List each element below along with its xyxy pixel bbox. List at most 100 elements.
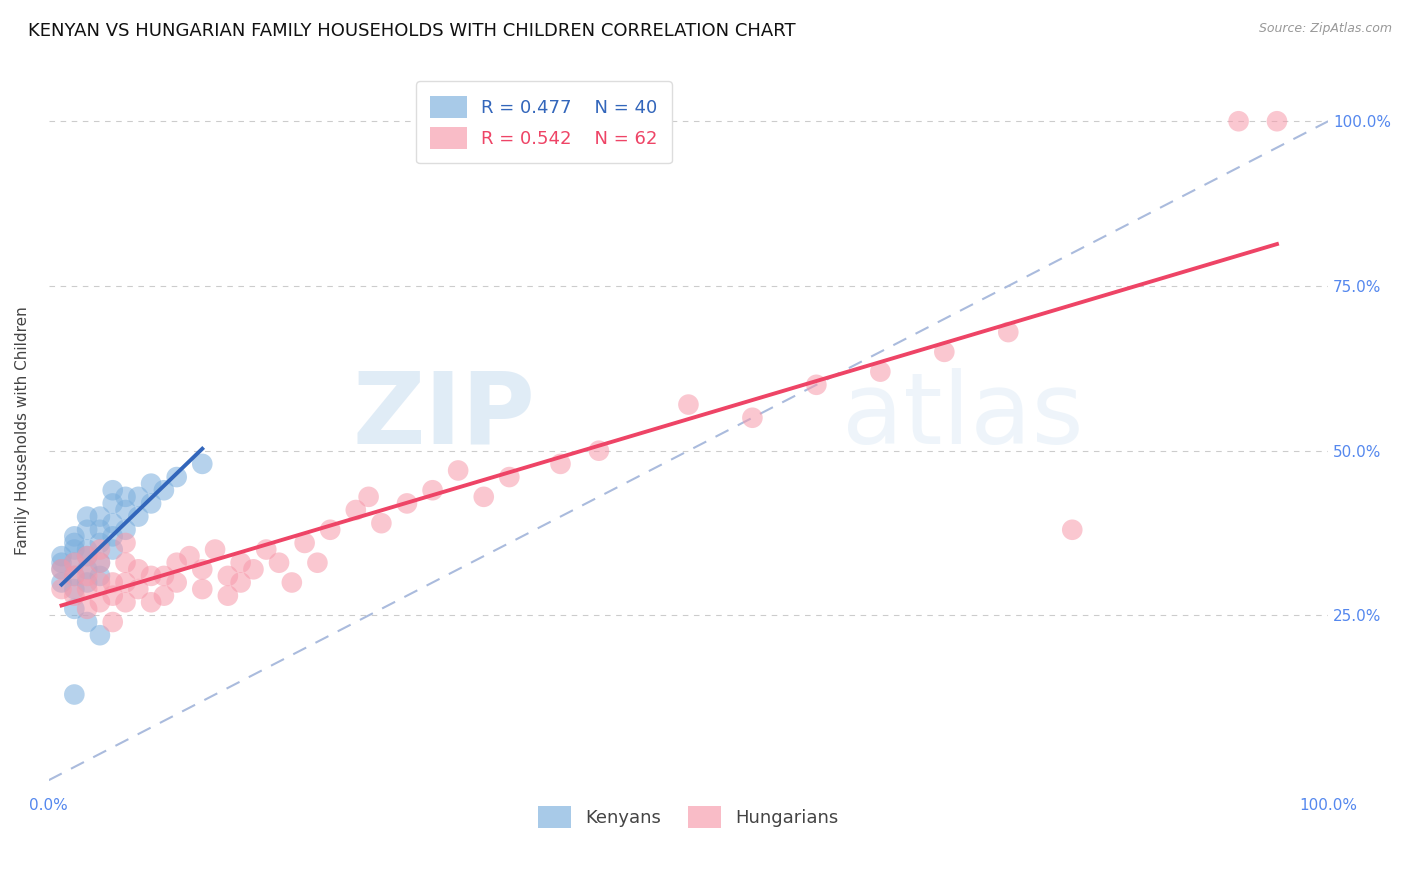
Point bbox=[89, 595, 111, 609]
Point bbox=[869, 365, 891, 379]
Point bbox=[447, 463, 470, 477]
Point bbox=[741, 410, 763, 425]
Point bbox=[101, 589, 124, 603]
Point bbox=[89, 523, 111, 537]
Point bbox=[127, 562, 149, 576]
Point bbox=[101, 615, 124, 629]
Point bbox=[139, 476, 162, 491]
Point bbox=[217, 589, 239, 603]
Point bbox=[51, 582, 73, 596]
Point bbox=[166, 575, 188, 590]
Point bbox=[588, 443, 610, 458]
Point bbox=[191, 457, 214, 471]
Point bbox=[63, 556, 86, 570]
Point bbox=[63, 569, 86, 583]
Point bbox=[63, 529, 86, 543]
Point bbox=[114, 556, 136, 570]
Point bbox=[114, 595, 136, 609]
Point bbox=[76, 523, 98, 537]
Point bbox=[76, 562, 98, 576]
Point bbox=[472, 490, 495, 504]
Point bbox=[114, 536, 136, 550]
Point bbox=[139, 595, 162, 609]
Point bbox=[550, 457, 572, 471]
Point bbox=[63, 536, 86, 550]
Point bbox=[63, 542, 86, 557]
Point bbox=[63, 582, 86, 596]
Point bbox=[89, 575, 111, 590]
Point bbox=[63, 589, 86, 603]
Point bbox=[191, 562, 214, 576]
Point bbox=[153, 483, 176, 498]
Text: atlas: atlas bbox=[842, 368, 1084, 465]
Point bbox=[76, 569, 98, 583]
Point bbox=[101, 575, 124, 590]
Point bbox=[89, 509, 111, 524]
Point bbox=[51, 556, 73, 570]
Point bbox=[498, 470, 520, 484]
Point bbox=[76, 602, 98, 616]
Point bbox=[89, 569, 111, 583]
Point bbox=[166, 470, 188, 484]
Point bbox=[678, 398, 700, 412]
Point bbox=[114, 523, 136, 537]
Point bbox=[934, 344, 956, 359]
Text: ZIP: ZIP bbox=[352, 368, 534, 465]
Point bbox=[139, 496, 162, 510]
Point bbox=[89, 628, 111, 642]
Point bbox=[422, 483, 444, 498]
Point bbox=[229, 575, 252, 590]
Point bbox=[51, 575, 73, 590]
Point bbox=[242, 562, 264, 576]
Point bbox=[1265, 114, 1288, 128]
Point bbox=[217, 569, 239, 583]
Point bbox=[281, 575, 304, 590]
Point bbox=[63, 688, 86, 702]
Point bbox=[1062, 523, 1084, 537]
Point bbox=[319, 523, 342, 537]
Point bbox=[153, 589, 176, 603]
Point bbox=[229, 556, 252, 570]
Point bbox=[114, 503, 136, 517]
Point bbox=[51, 549, 73, 563]
Point bbox=[76, 509, 98, 524]
Point bbox=[76, 615, 98, 629]
Point bbox=[153, 569, 176, 583]
Point bbox=[267, 556, 290, 570]
Point bbox=[204, 542, 226, 557]
Point bbox=[139, 569, 162, 583]
Point bbox=[76, 575, 98, 590]
Point bbox=[101, 496, 124, 510]
Point bbox=[51, 562, 73, 576]
Point bbox=[997, 325, 1019, 339]
Point bbox=[101, 483, 124, 498]
Text: KENYAN VS HUNGARIAN FAMILY HOUSEHOLDS WITH CHILDREN CORRELATION CHART: KENYAN VS HUNGARIAN FAMILY HOUSEHOLDS WI… bbox=[28, 22, 796, 40]
Point bbox=[294, 536, 316, 550]
Point bbox=[63, 602, 86, 616]
Point bbox=[76, 549, 98, 563]
Point bbox=[76, 549, 98, 563]
Point bbox=[89, 556, 111, 570]
Point bbox=[166, 556, 188, 570]
Point bbox=[806, 377, 828, 392]
Point bbox=[63, 569, 86, 583]
Point bbox=[344, 503, 367, 517]
Point bbox=[1227, 114, 1250, 128]
Text: Source: ZipAtlas.com: Source: ZipAtlas.com bbox=[1258, 22, 1392, 36]
Point bbox=[179, 549, 201, 563]
Point bbox=[254, 542, 277, 557]
Point bbox=[89, 542, 111, 557]
Point bbox=[191, 582, 214, 596]
Point bbox=[127, 582, 149, 596]
Point bbox=[89, 536, 111, 550]
Point bbox=[357, 490, 380, 504]
Point bbox=[307, 556, 329, 570]
Point bbox=[395, 496, 418, 510]
Point bbox=[101, 516, 124, 531]
Point bbox=[114, 490, 136, 504]
Point bbox=[127, 490, 149, 504]
Point bbox=[101, 529, 124, 543]
Point bbox=[76, 542, 98, 557]
Point bbox=[127, 509, 149, 524]
Point bbox=[101, 542, 124, 557]
